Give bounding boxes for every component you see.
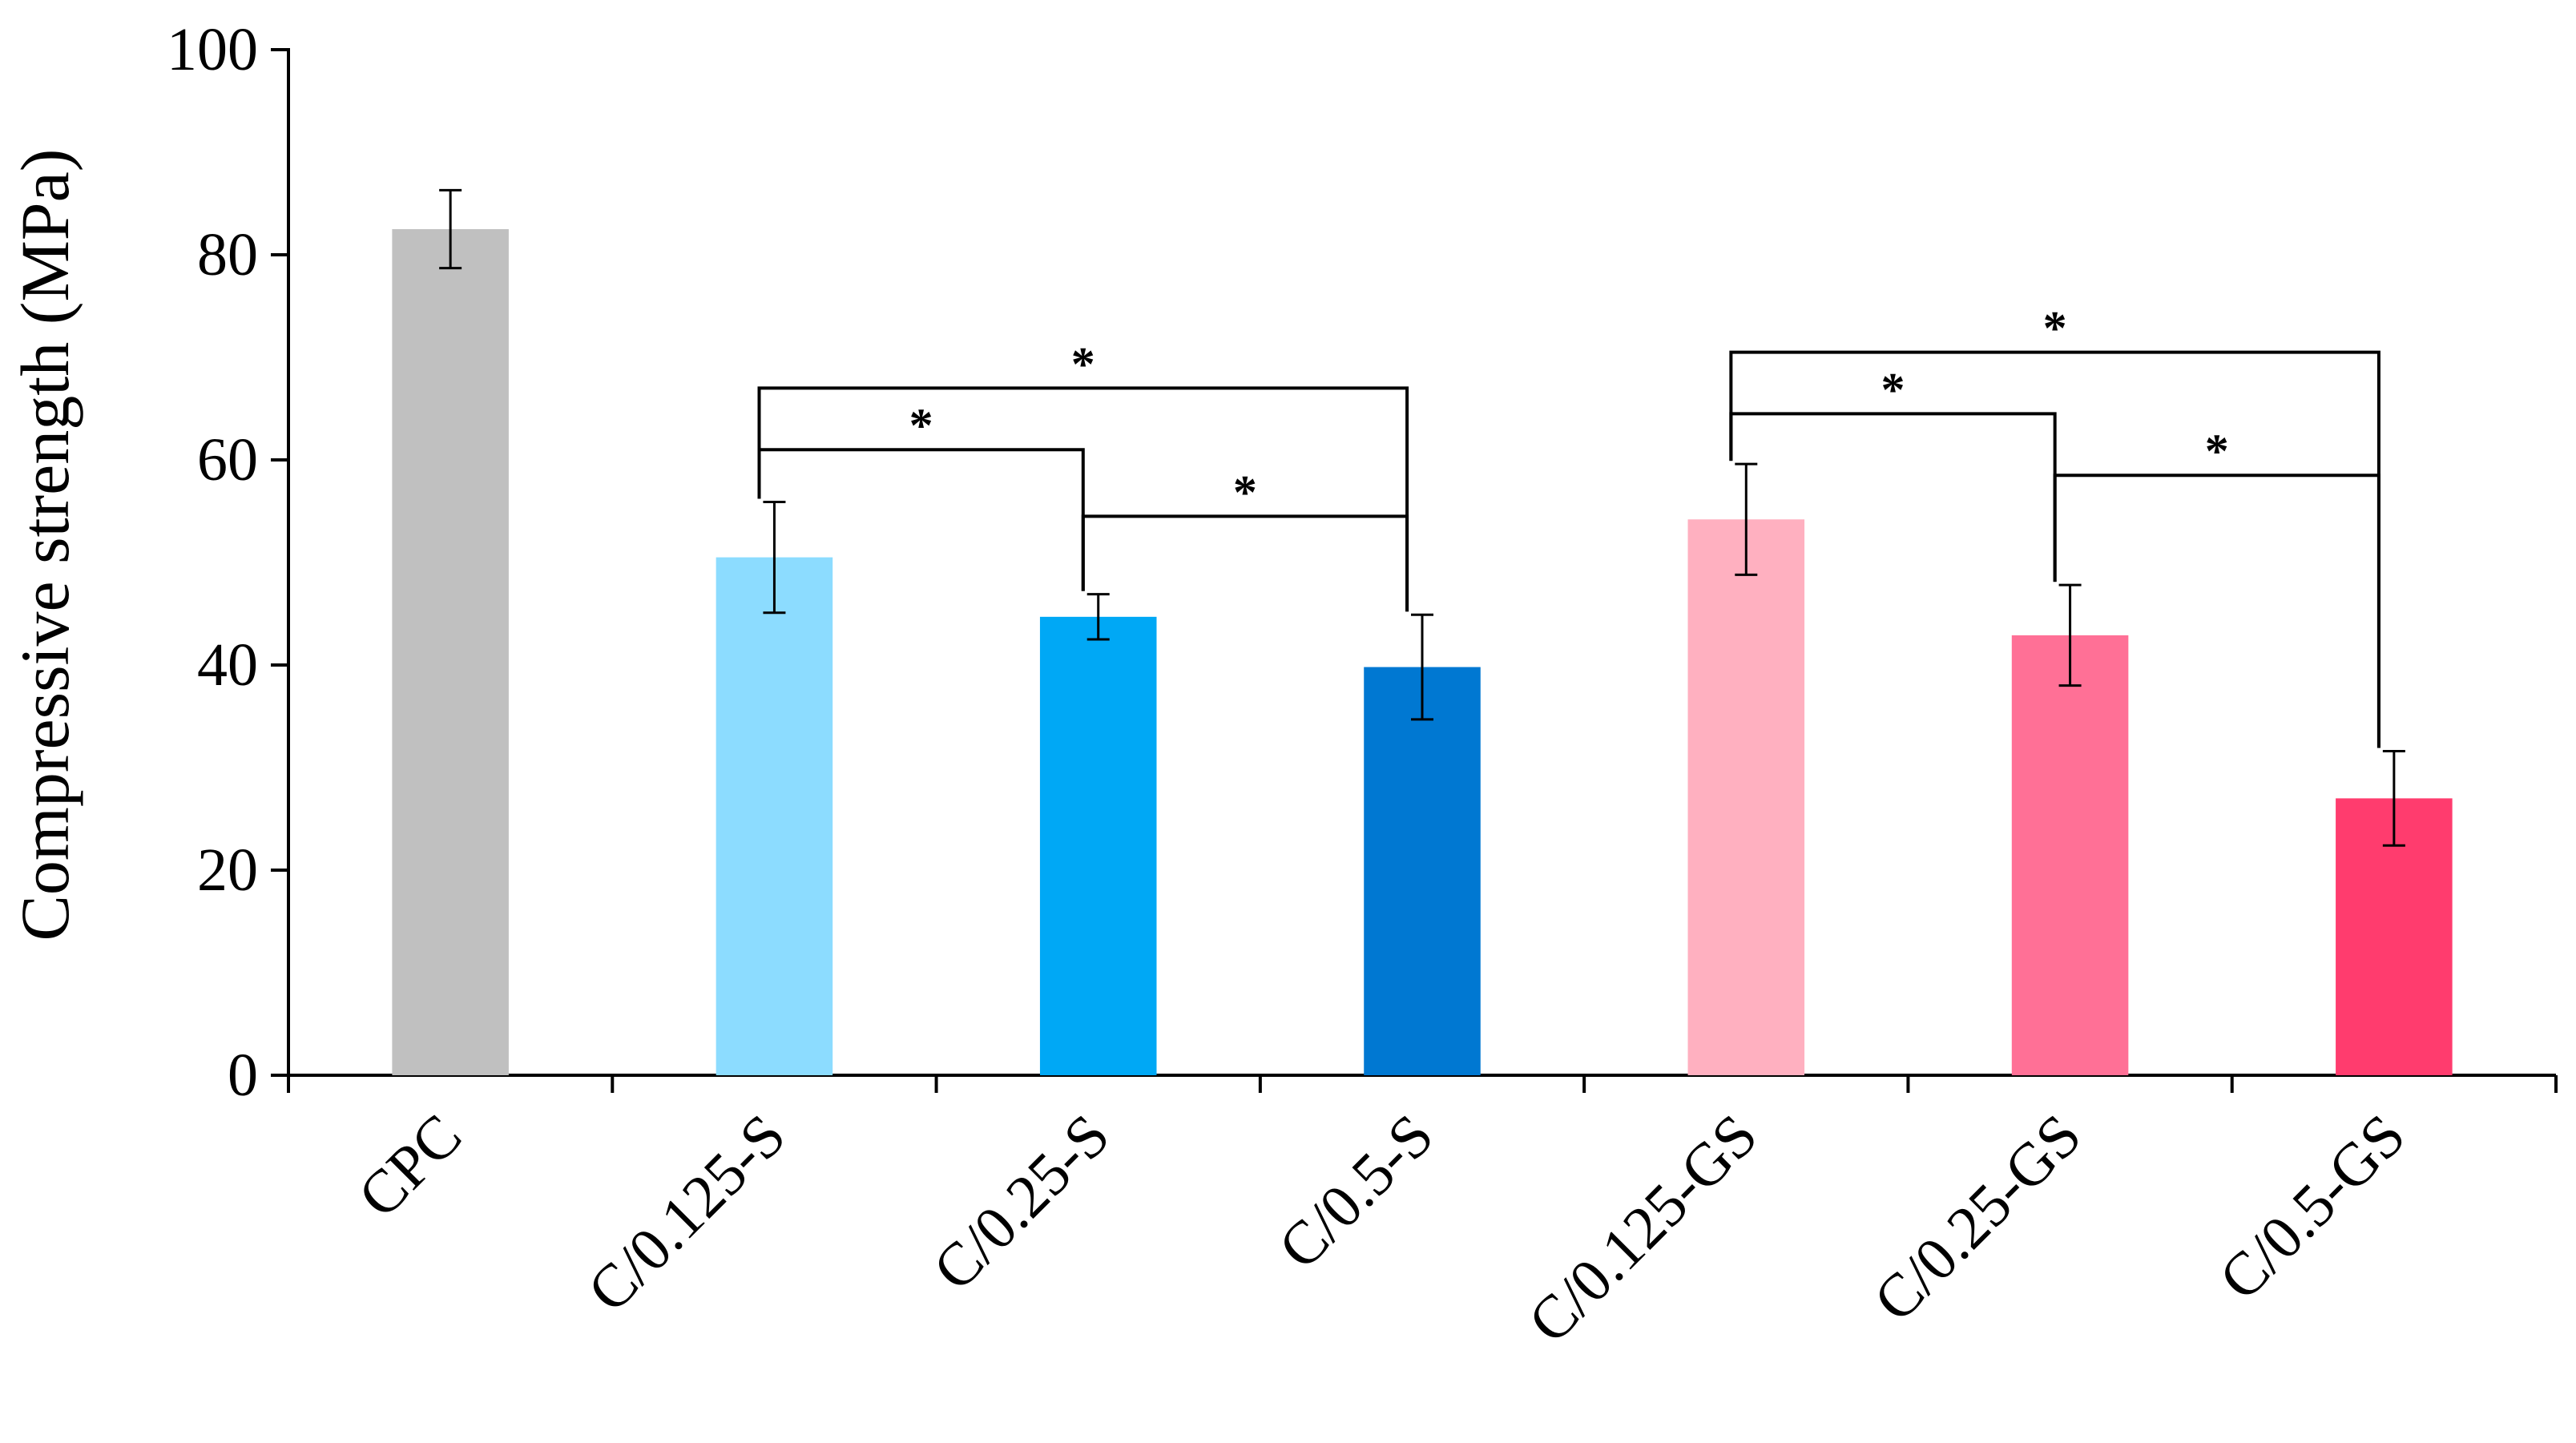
significance-layer	[757, 350, 2380, 748]
x-tick-label-cpc: CPC	[345, 1102, 474, 1231]
significance-label-3: *	[1881, 363, 1905, 416]
y-axis-title: Compressive strength (MPa)	[6, 149, 83, 941]
significance-label-1: *	[1071, 337, 1095, 390]
y-tick-label-40: 40	[197, 631, 258, 699]
bars-layer	[392, 229, 2453, 1075]
significance-bracket-1	[757, 386, 1409, 612]
x-tick-label-c-0-25-s: C/0.25-S	[921, 1102, 1123, 1304]
bar-c-0-25-gs	[2011, 635, 2129, 1075]
significance-bracket-2	[1081, 514, 1409, 612]
x-tick-label-c-0-125-gs: C/0.125-GS	[1516, 1102, 1771, 1356]
error-bars-layer	[439, 188, 2405, 847]
x-tick-label-c-0-5-s: C/0.5-S	[1266, 1102, 1446, 1282]
bar-cpc	[392, 229, 509, 1075]
y-tick-label-80: 80	[197, 221, 258, 288]
x-tick-label-c-0-125-s: C/0.125-S	[575, 1102, 799, 1325]
y-tick-label-0: 0	[228, 1042, 258, 1109]
significance-label-2: *	[1233, 466, 1257, 518]
x-tick-label-c-0-25-gs: C/0.25-GS	[1861, 1102, 2094, 1335]
y-tick-label-100: 100	[167, 16, 258, 83]
significance-bracket-5	[2053, 474, 2380, 748]
bar-c-0-5-s	[1364, 667, 1481, 1075]
bar-c-0-125-gs	[1687, 519, 1805, 1075]
significance-label-5: *	[2205, 425, 2229, 478]
x-tick-label-c-0-5-gs: C/0.5-GS	[2207, 1102, 2418, 1313]
y-tick-label-20: 20	[197, 836, 258, 904]
y-tick-label-60: 60	[197, 426, 258, 494]
bar-c-0-25-s	[1039, 616, 1157, 1075]
bar-c-0-125-s	[716, 557, 833, 1075]
significance-label-4: *	[2043, 302, 2067, 355]
significance-label-0: *	[909, 399, 933, 452]
